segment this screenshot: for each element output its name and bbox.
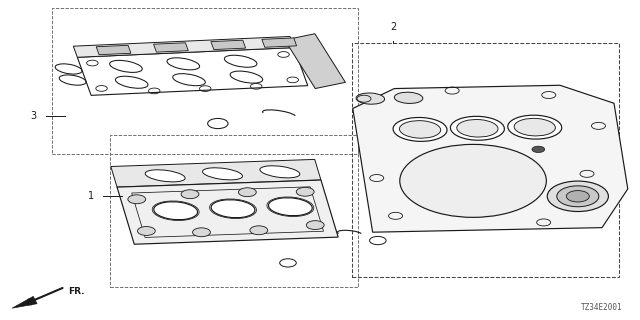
Polygon shape [285,34,346,89]
Polygon shape [262,38,296,47]
Polygon shape [111,159,321,187]
Polygon shape [12,296,37,308]
Ellipse shape [508,115,562,139]
Circle shape [138,227,156,236]
Ellipse shape [393,117,447,141]
Circle shape [400,144,547,217]
Polygon shape [154,43,188,52]
Text: 1: 1 [88,191,94,202]
Polygon shape [211,40,246,50]
Circle shape [239,188,256,196]
Circle shape [566,191,589,202]
Text: TZ34E2001: TZ34E2001 [581,303,623,312]
Circle shape [181,190,199,199]
Ellipse shape [145,170,185,182]
Polygon shape [96,45,131,55]
Ellipse shape [514,118,556,136]
Ellipse shape [260,166,300,178]
Ellipse shape [154,202,198,220]
Ellipse shape [399,121,441,138]
Ellipse shape [457,119,498,137]
Circle shape [193,228,211,237]
Circle shape [532,146,545,153]
Circle shape [557,186,599,207]
Text: 2: 2 [390,21,396,32]
Ellipse shape [451,116,504,140]
Ellipse shape [202,168,243,180]
Ellipse shape [394,92,423,103]
Text: 3: 3 [30,111,36,121]
Circle shape [128,195,146,204]
Circle shape [307,221,324,229]
Polygon shape [74,36,294,57]
Polygon shape [117,180,338,244]
Ellipse shape [211,200,255,218]
Circle shape [250,226,268,235]
Circle shape [547,181,609,212]
Text: FR.: FR. [68,286,84,295]
Ellipse shape [268,198,312,216]
Circle shape [296,187,314,196]
Polygon shape [353,85,628,232]
Ellipse shape [356,93,385,104]
